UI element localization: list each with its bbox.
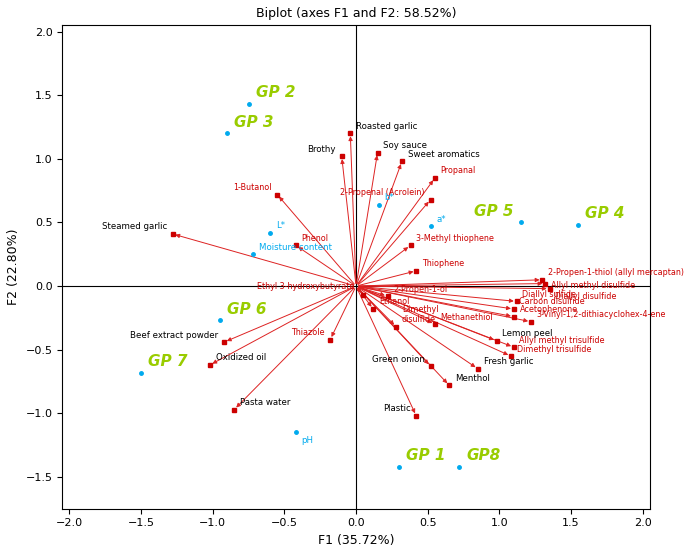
Text: Allyl methyl disulfide: Allyl methyl disulfide <box>551 281 635 290</box>
Text: 3-Methyl thiophene: 3-Methyl thiophene <box>416 234 494 243</box>
Text: GP 5: GP 5 <box>474 204 514 219</box>
Text: GP 2: GP 2 <box>256 85 295 100</box>
Text: Diallyl sulfide: Diallyl sulfide <box>522 290 576 299</box>
Text: Oxidized oil: Oxidized oil <box>215 353 266 362</box>
Text: GP8: GP8 <box>466 448 500 463</box>
X-axis label: F1 (35.72%): F1 (35.72%) <box>318 534 394 547</box>
Text: Sweet aromatics: Sweet aromatics <box>408 150 480 159</box>
Text: Ethanol: Ethanol <box>379 297 410 306</box>
Text: pH: pH <box>301 436 314 445</box>
Text: 2-Propen-1-ol: 2-Propen-1-ol <box>394 285 447 294</box>
Text: Propanal: Propanal <box>440 166 476 176</box>
Text: GP 4: GP 4 <box>585 206 625 221</box>
Text: b*: b* <box>384 193 394 202</box>
Text: Roasted garlic: Roasted garlic <box>356 122 417 131</box>
Text: Dimethyl trisulfide: Dimethyl trisulfide <box>517 345 591 353</box>
Text: L*: L* <box>276 221 284 230</box>
Text: Pasta water: Pasta water <box>240 398 290 407</box>
Text: Thiazole: Thiazole <box>291 328 324 337</box>
Text: Steamed garlic: Steamed garlic <box>101 222 167 232</box>
Text: 3-Vinyl-1,2-dithiacyclohex-4-ene: 3-Vinyl-1,2-dithiacyclohex-4-ene <box>537 310 666 319</box>
Text: GP 7: GP 7 <box>148 354 188 369</box>
Text: Plastic: Plastic <box>383 404 410 413</box>
Text: Acetophenone: Acetophenone <box>519 305 577 314</box>
Text: Ethyl 3-hydroxybutyrate: Ethyl 3-hydroxybutyrate <box>257 282 354 291</box>
Text: GP 3: GP 3 <box>234 115 274 130</box>
Text: GP 6: GP 6 <box>227 301 266 317</box>
Text: Lemon peel: Lemon peel <box>503 329 553 338</box>
Text: Soy sauce: Soy sauce <box>383 141 427 150</box>
Text: 2-Propenal (Acrolein): 2-Propenal (Acrolein) <box>340 188 425 197</box>
Text: Phenol: Phenol <box>301 234 329 243</box>
Text: GP 1: GP 1 <box>406 448 446 463</box>
Text: 1-Butanol: 1-Butanol <box>233 183 271 192</box>
Text: Menthol: Menthol <box>455 374 490 383</box>
Text: Diallyl disulfide: Diallyl disulfide <box>555 293 617 301</box>
Text: Brothy: Brothy <box>308 145 336 154</box>
Text: Carbon disulfide: Carbon disulfide <box>519 297 585 306</box>
Text: a*: a* <box>436 215 446 224</box>
Text: Allyl methyl trisulfide: Allyl methyl trisulfide <box>519 336 605 345</box>
Y-axis label: F2 (22.80%): F2 (22.80%) <box>7 229 20 305</box>
Text: Fresh garlic: Fresh garlic <box>484 357 533 366</box>
Text: 2-Propen-1-thiol (allyl mercaptan): 2-Propen-1-thiol (allyl mercaptan) <box>548 268 684 277</box>
Title: Biplot (axes F1 and F2: 58.52%): Biplot (axes F1 and F2: 58.52%) <box>256 7 456 20</box>
Text: Moisture content: Moisture content <box>259 243 331 252</box>
Text: Methanethiol: Methanethiol <box>440 313 493 322</box>
Text: Beef extract powder: Beef extract powder <box>130 331 219 340</box>
Text: Thiophene: Thiophene <box>422 259 464 268</box>
Text: Dimethyl
disulfide: Dimethyl disulfide <box>402 305 438 324</box>
Text: Green onion: Green onion <box>372 355 425 364</box>
